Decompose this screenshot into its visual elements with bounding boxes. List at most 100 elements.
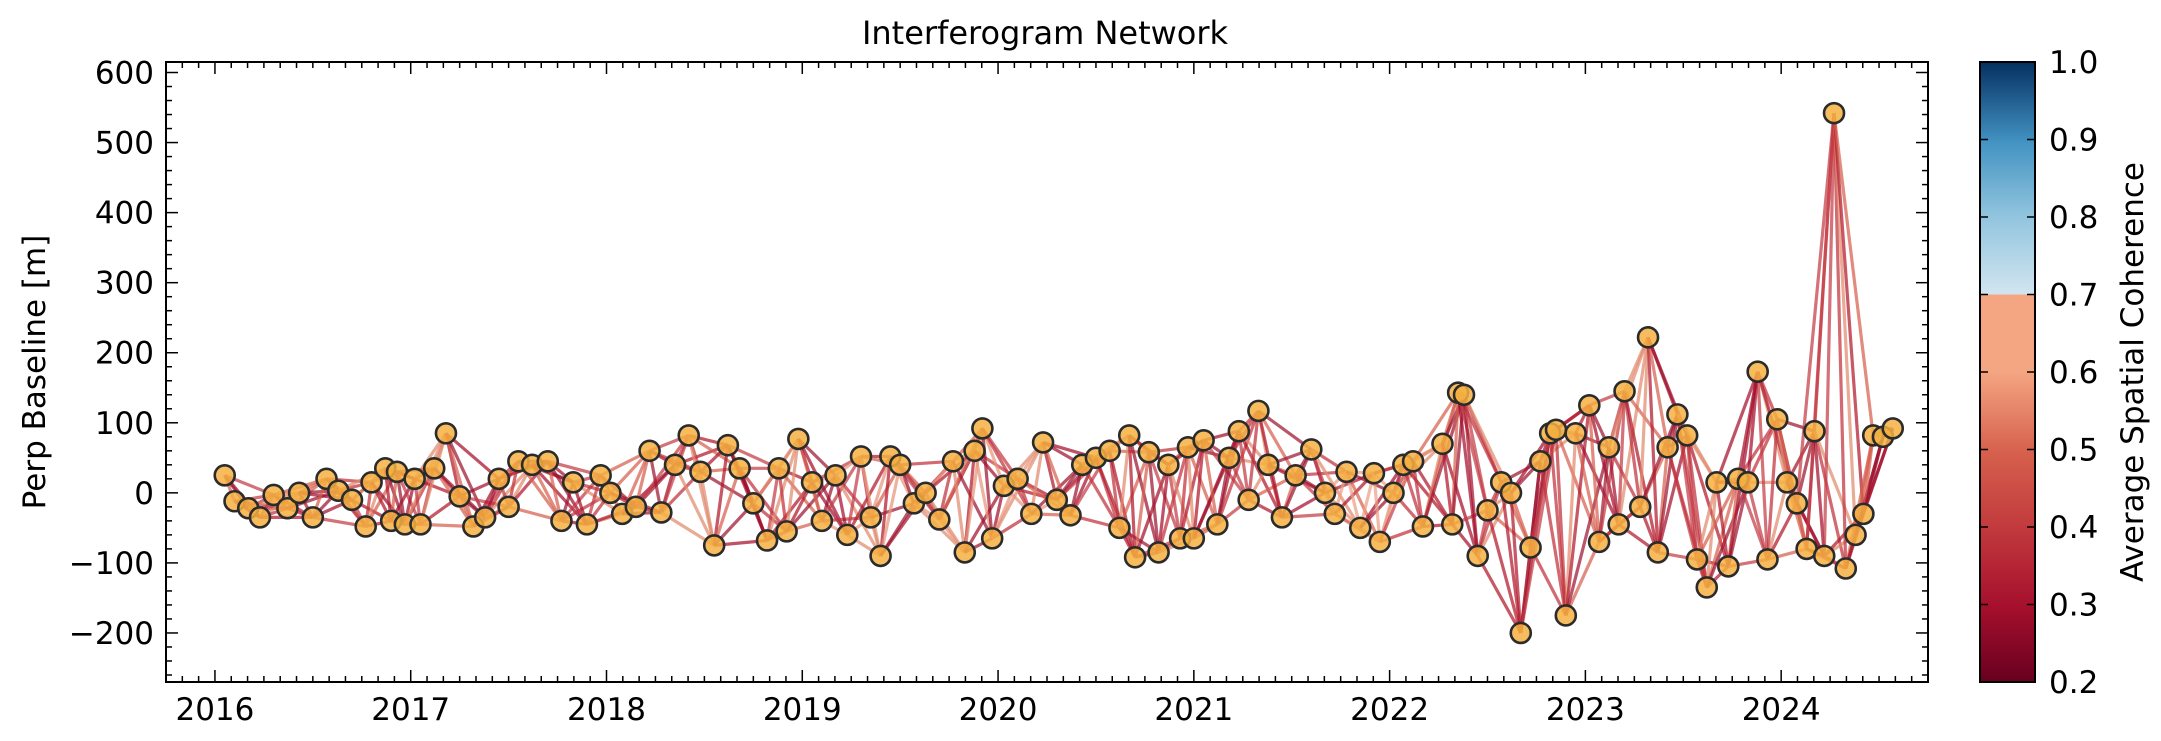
acquisition-point — [1717, 555, 1740, 578]
interferogram-edge — [1812, 430, 1858, 536]
interferogram-edge — [1529, 546, 1568, 617]
interferogram-edge — [1166, 464, 1182, 539]
acquisition-point — [716, 433, 740, 457]
acquisition-point — [810, 509, 834, 533]
acquisition-point — [301, 506, 325, 529]
acquisition-point — [1401, 450, 1425, 473]
interferogram-edge — [1178, 447, 1190, 539]
acquisition-point — [755, 529, 779, 552]
interferogram-edge — [530, 463, 589, 526]
acquisition-point — [1646, 541, 1670, 564]
acquisition-point — [1256, 453, 1280, 477]
colorbar-gradient — [1979, 61, 2036, 683]
acquisition-point — [575, 513, 599, 536]
interferogram-edge — [963, 485, 1006, 554]
interferogram-edge — [634, 434, 691, 508]
interferogram-edge — [879, 464, 902, 557]
interferogram-edge — [845, 456, 863, 536]
interferogram-edge — [1574, 432, 1601, 543]
interferogram-edge — [1746, 481, 1770, 560]
y-tick-label: 500 — [95, 126, 154, 162]
interferogram-edge — [1607, 447, 1621, 525]
acquisition-point — [859, 506, 883, 529]
acquisition-point — [1045, 488, 1069, 512]
acquisition-point — [1675, 424, 1699, 447]
acquisition-point — [1636, 326, 1660, 349]
interferogram-edge — [1215, 410, 1260, 525]
acquisition-point — [980, 527, 1004, 550]
interferogram-edge — [1736, 418, 1779, 480]
interferogram-edge — [1587, 405, 1601, 543]
acquisition-point — [497, 495, 520, 519]
plot-frame — [165, 61, 1929, 683]
x-tick-label: 2017 — [371, 692, 450, 728]
y-tick-label: 0 — [134, 476, 154, 512]
acquisition-point — [1746, 360, 1769, 383]
colorbar-tick-label: 0.2 — [2049, 665, 2098, 701]
acquisition-point — [1452, 383, 1476, 407]
colorbar-tick-label: 0.7 — [2049, 278, 2098, 314]
acquisition-point — [1578, 393, 1601, 417]
interferogram-edge — [1554, 429, 1568, 616]
acquisition-point — [1247, 399, 1270, 423]
interferogram-edge — [1695, 481, 1719, 560]
acquisition-point — [599, 481, 622, 505]
acquisition-point — [422, 457, 446, 480]
acquisition-point — [561, 471, 585, 494]
interferogram-edge — [1756, 371, 1770, 560]
interferogram-edge — [1564, 446, 1611, 616]
interferogram-edge — [1237, 430, 1251, 501]
interferogram-edge — [1656, 414, 1679, 553]
interferogram-edge — [1127, 435, 1137, 558]
interferogram-edge — [1832, 113, 1865, 514]
acquisition-point — [1881, 417, 1905, 440]
interferogram-edge — [1358, 463, 1405, 529]
interferogram-edge — [1402, 463, 1454, 526]
chart-title: Interferogram Network — [862, 14, 1229, 52]
acquisition-point — [1348, 516, 1372, 540]
acquisition-point — [1607, 513, 1630, 536]
acquisition-point — [434, 421, 458, 445]
y-tick-label: 300 — [95, 266, 154, 302]
interferogram-edge — [546, 460, 589, 526]
acquisition-point — [473, 506, 497, 529]
plot-area: 2016 2017 2018 2019 2020 2021 2022 2023 2024 −20… — [69, 56, 1929, 728]
acquisition-point — [276, 496, 299, 520]
acquisition-point — [624, 495, 648, 519]
x-tick-label: 2024 — [1742, 692, 1821, 728]
interferogram-edge — [1736, 371, 1760, 480]
interferogram-edge — [444, 432, 475, 527]
acquisition-point — [836, 523, 859, 547]
acquisition-point — [869, 544, 892, 568]
acquisition-point — [963, 439, 986, 463]
acquisition-point — [1098, 439, 1121, 463]
acquisition-point — [728, 457, 751, 480]
interferogram-edge — [1861, 435, 1875, 515]
acquisition-point — [677, 424, 701, 447]
interferogram-edge — [765, 468, 781, 541]
interferogram-edge — [712, 444, 730, 546]
interferogram-edge — [1765, 481, 1789, 560]
interferogram-edge — [951, 461, 967, 553]
interferogram-edge — [1564, 541, 1601, 617]
acquisition-point — [1137, 440, 1161, 464]
acquisition-point — [1544, 418, 1568, 442]
acquisition-point — [1323, 502, 1347, 526]
acquisition-point — [1666, 403, 1689, 426]
acquisition-point — [1382, 481, 1405, 505]
x-tick-label: 2023 — [1546, 692, 1625, 728]
interferogram-edge — [785, 438, 800, 532]
x-axis: 2016 2017 2018 2019 2020 2021 2022 2023 2024 — [165, 62, 1929, 728]
acquisition-point — [1217, 446, 1241, 470]
interferogram-edge — [1812, 431, 1826, 557]
interferogram-edge — [878, 456, 892, 557]
acquisition-point — [650, 501, 673, 524]
interferogram-edge — [1133, 452, 1151, 558]
acquisition-point — [1597, 436, 1621, 459]
interferogram-edge — [483, 463, 534, 519]
interferogram-edge — [1186, 446, 1219, 525]
interferogram-edge — [1538, 461, 1568, 616]
interferogram-edge — [1554, 429, 1601, 543]
y-axis-title: Perp Baseline [m] — [17, 235, 53, 510]
